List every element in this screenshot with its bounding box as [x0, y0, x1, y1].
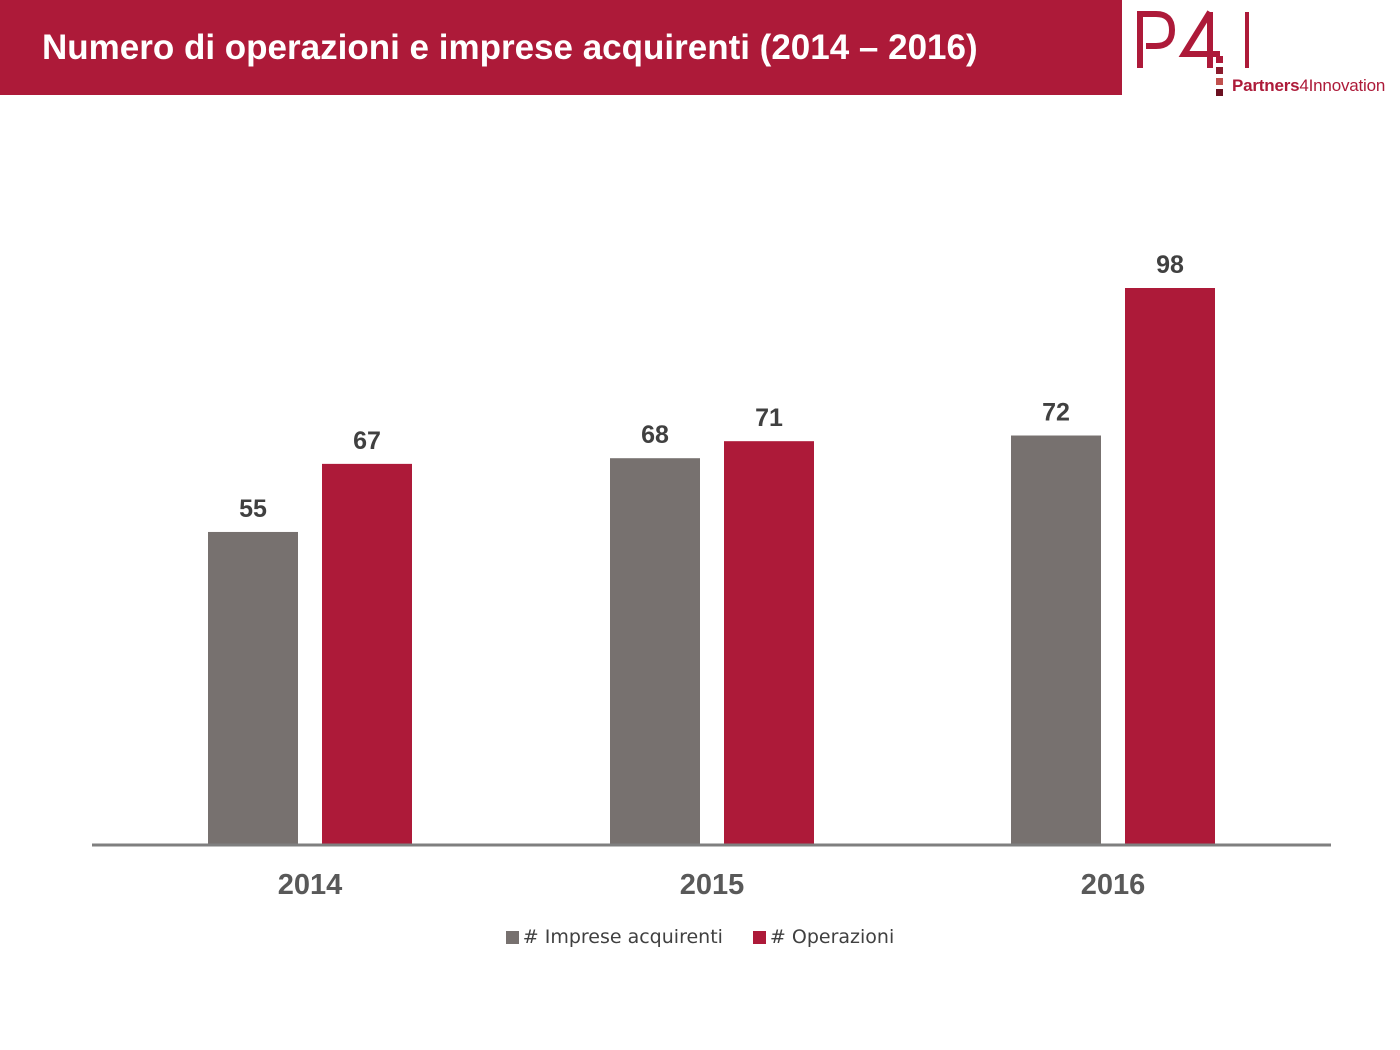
chart-legend: # Imprese acquirenti # Operazioni — [0, 926, 1400, 948]
bar-operazioni-2014 — [322, 463, 412, 844]
data-label-imprese-2016: 72 — [1042, 399, 1070, 427]
p4i-logo: Partners4Innovation — [1128, 4, 1400, 98]
legend-item-imprese: # Imprese acquirenti — [505, 926, 723, 948]
p4i-logo-mark — [1137, 10, 1249, 96]
legend-label-operazioni: # Operazioni — [769, 926, 895, 948]
logo-wordmark: Partners4Innovation — [1232, 76, 1386, 95]
data-label-operazioni-2014: 67 — [353, 427, 381, 455]
bar-imprese-2015 — [610, 458, 700, 844]
page-title: Numero di operazioni e imprese acquirent… — [42, 27, 978, 67]
legend-swatch-operazioni — [752, 930, 766, 944]
bar-imprese-2016 — [1011, 435, 1101, 844]
title-bar: Numero di operazioni e imprese acquirent… — [0, 0, 1122, 95]
bar-operazioni-2015 — [724, 441, 814, 844]
legend-label-imprese: # Imprese acquirenti — [522, 926, 723, 948]
legend-item-operazioni: # Operazioni — [752, 926, 895, 948]
category-label-2015: 2015 — [680, 869, 745, 901]
bar-imprese-2014 — [208, 531, 298, 844]
data-label-imprese-2015: 68 — [641, 421, 669, 449]
data-label-operazioni-2016: 98 — [1156, 251, 1184, 279]
bar-operazioni-2016 — [1125, 288, 1215, 844]
category-label-2016: 2016 — [1081, 869, 1146, 901]
data-label-operazioni-2015: 71 — [755, 404, 783, 432]
category-label-2014: 2014 — [278, 869, 343, 901]
data-label-imprese-2014: 55 — [239, 495, 267, 523]
legend-swatch-imprese — [505, 930, 519, 944]
